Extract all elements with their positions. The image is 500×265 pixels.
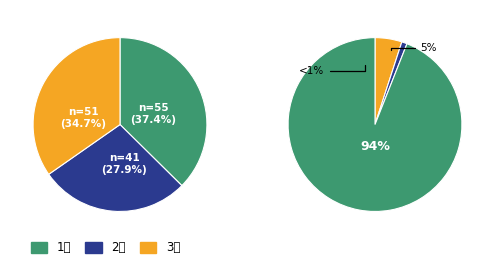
Wedge shape [375,42,407,125]
Legend: 1型, 2型, 3型: 1型, 2型, 3型 [26,237,185,259]
Wedge shape [48,125,182,211]
Text: n=147: n=147 [99,0,141,1]
Wedge shape [120,38,207,185]
Text: n=1643: n=1643 [350,0,400,1]
Text: n=41: n=41 [109,153,140,163]
Text: (27.9%): (27.9%) [102,165,147,175]
Text: (37.4%): (37.4%) [130,115,176,125]
Text: (34.7%): (34.7%) [60,119,106,129]
Text: n=55: n=55 [138,103,168,113]
Text: <1%: <1% [300,65,364,76]
Wedge shape [288,38,462,211]
Wedge shape [375,38,402,125]
Text: 5%: 5% [390,43,436,53]
Text: n=51: n=51 [68,107,99,117]
Wedge shape [33,38,120,174]
Text: 94%: 94% [360,140,390,153]
